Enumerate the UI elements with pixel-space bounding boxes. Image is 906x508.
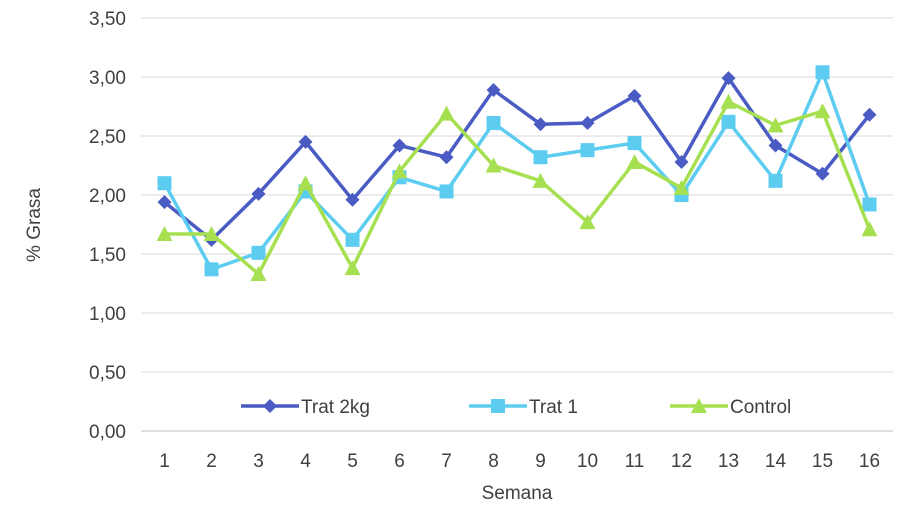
data-point-square (491, 399, 505, 413)
x-tick-label: 3 (253, 451, 264, 472)
data-point-diamond (721, 71, 736, 86)
data-point-diamond (580, 116, 595, 131)
data-point-triangle (203, 225, 220, 241)
x-tick-label: 15 (812, 451, 833, 472)
data-point-diamond (263, 399, 277, 413)
data-point-triangle (485, 157, 502, 173)
data-point-square (251, 245, 266, 260)
y-tick-label: 2,50 (89, 127, 126, 148)
data-point-triangle (861, 221, 878, 237)
y-tick-label: 0,50 (89, 363, 126, 384)
legend-item: Trat 1 (469, 397, 578, 418)
legend-item: Control (670, 397, 791, 418)
data-point-triangle (626, 153, 643, 169)
data-point-square (157, 176, 172, 191)
data-point-square (345, 232, 360, 247)
data-point-square (815, 65, 830, 80)
x-tick-label: 14 (765, 451, 787, 472)
series-trat-1 (157, 65, 877, 277)
x-tick-label: 8 (488, 451, 499, 472)
x-axis-title: Semana (482, 483, 553, 504)
x-tick-label: 2 (206, 451, 217, 472)
data-point-diamond (533, 117, 548, 132)
data-point-diamond (157, 195, 172, 210)
data-point-diamond (392, 138, 407, 153)
data-point-diamond (251, 186, 266, 201)
x-tick-label: 5 (347, 451, 358, 472)
data-point-square (204, 262, 219, 277)
series-trat-2kg (157, 71, 877, 247)
series-line (164, 100, 872, 276)
data-point-triangle (532, 172, 549, 188)
data-point-diamond (345, 192, 360, 207)
data-point-square (580, 143, 595, 158)
data-point-square (533, 150, 548, 165)
data-point-square (486, 116, 501, 131)
data-point-diamond (439, 150, 454, 165)
data-point-triangle (297, 175, 314, 191)
data-point-triangle (673, 179, 690, 195)
y-tick-label: 1,00 (89, 304, 126, 325)
x-tick-label: 7 (441, 451, 452, 472)
x-tick-label: 10 (577, 451, 598, 472)
x-tick-label: 4 (300, 451, 311, 472)
y-tick-label: 3,00 (89, 68, 126, 89)
x-tick-label: 12 (671, 451, 692, 472)
data-point-diamond (674, 154, 689, 169)
data-point-square (768, 173, 783, 188)
data-point-triangle (344, 260, 361, 276)
data-point-triangle (814, 103, 831, 119)
y-axis-ticks: 0,00 0,50 1,00 1,50 2,00 2,50 3,00 3,50 (89, 9, 126, 443)
data-point-triangle (579, 214, 596, 230)
y-axis-title: % Grasa (24, 188, 45, 262)
x-tick-label: 16 (859, 451, 880, 472)
data-point-diamond (486, 82, 501, 97)
legend-label: Trat 2kg (301, 397, 370, 418)
series-layer (156, 65, 878, 282)
series-line (162, 70, 872, 272)
x-tick-label: 13 (718, 451, 739, 472)
data-point-diamond (768, 138, 783, 153)
y-tick-label: 3,50 (89, 9, 126, 30)
data-point-diamond (862, 107, 877, 122)
data-point-triangle (691, 398, 707, 413)
series-control (156, 93, 878, 282)
data-point-triangle (438, 105, 455, 121)
data-point-diamond (815, 166, 830, 181)
data-point-triangle (156, 225, 173, 241)
y-tick-label: 0,00 (89, 422, 126, 443)
x-tick-label: 9 (535, 451, 546, 472)
data-point-diamond (627, 88, 642, 103)
data-point-diamond (298, 134, 313, 149)
x-tick-label: 1 (159, 451, 170, 472)
y-tick-label: 2,00 (89, 186, 126, 207)
data-point-square (627, 136, 642, 151)
data-point-triangle (720, 93, 737, 109)
x-tick-label: 11 (625, 451, 645, 472)
data-point-square (862, 197, 877, 212)
x-tick-label: 6 (394, 451, 405, 472)
series-line (163, 76, 871, 242)
gridlines (141, 17, 893, 432)
legend-item: Trat 2kg (241, 397, 370, 418)
data-point-triangle (391, 163, 408, 179)
legend-label: Trat 1 (529, 397, 578, 418)
data-point-triangle (767, 117, 784, 133)
x-axis-ticks: 1 2 3 4 5 6 7 8 9 10 11 12 13 14 15 16 (159, 451, 880, 472)
legend-label: Control (730, 397, 791, 418)
data-point-square (721, 114, 736, 129)
y-tick-label: 1,50 (89, 245, 126, 266)
data-point-triangle (250, 266, 267, 282)
legend: Trat 2kg Trat 1 Control (241, 397, 791, 418)
data-point-square (439, 184, 454, 199)
